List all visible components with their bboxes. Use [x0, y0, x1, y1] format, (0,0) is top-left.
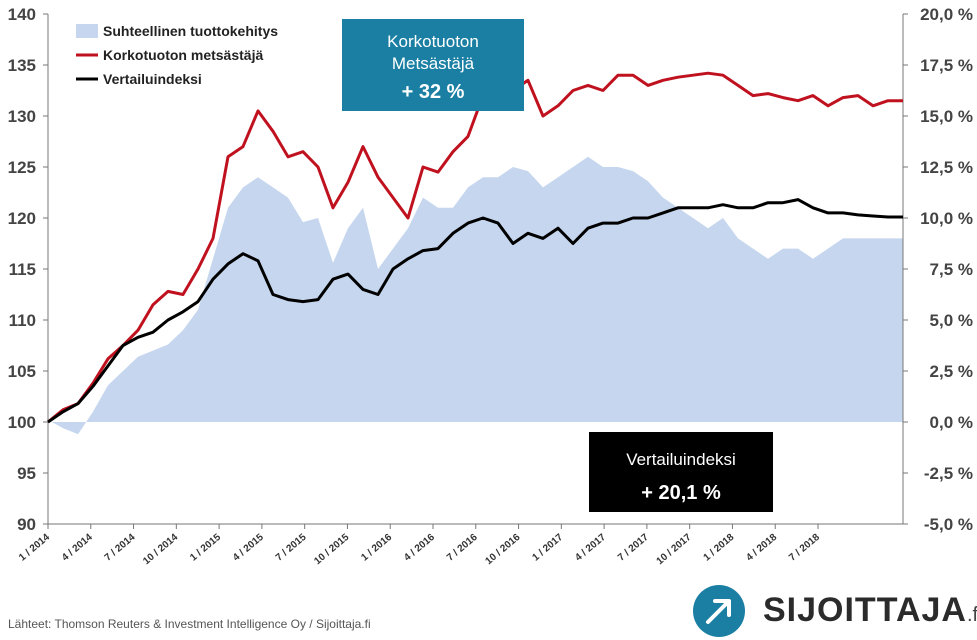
right-tick-label: 20,0 % — [920, 5, 973, 24]
fund-callout-value: + 32 % — [401, 81, 465, 103]
x-tick-label: 10 / 2014 — [141, 532, 180, 568]
left-tick-label: 100 — [8, 413, 36, 432]
fund-line — [47, 71, 903, 424]
right-tick-label: 12,5 % — [920, 158, 973, 177]
lines-layer — [47, 71, 903, 424]
brand-tld: .fi — [966, 604, 977, 626]
right-tick-label: 0,0 % — [930, 413, 973, 432]
right-tick-label: 10,0 % — [920, 209, 973, 228]
x-tick-label: 4 / 2014 — [60, 532, 95, 564]
x-tick-label: 7 / 2017 — [616, 532, 651, 564]
left-tick-label: 120 — [8, 209, 36, 228]
right-tick-label: -5,0 % — [924, 515, 973, 534]
right-tick-label: 5,0 % — [930, 311, 973, 330]
area-layer — [48, 156, 903, 435]
right-tick-label: 15,0 % — [920, 107, 973, 126]
x-tick-label: 4 / 2016 — [402, 532, 437, 564]
x-tick-label: 10 / 2017 — [655, 532, 694, 568]
left-tick-label: 110 — [9, 311, 36, 330]
x-tick-label: 7 / 2015 — [274, 532, 309, 564]
brand-text: SIJOITTAJA — [763, 591, 967, 629]
index-callout-line1: Vertailuindeksi — [626, 450, 736, 469]
brand-name: SIJOITTAJA.fi — [763, 591, 977, 630]
left-tick-label: 135 — [8, 56, 36, 75]
x-tick-label: 7 / 2016 — [445, 532, 480, 564]
left-tick-label: 105 — [8, 362, 36, 381]
fund-callout-line1: Korkotuoton — [387, 32, 479, 51]
fund-callout: Korkotuoton Metsästäjä + 32 % — [342, 19, 524, 111]
left-tick-label: 90 — [17, 515, 36, 534]
x-tick-label: 4 / 2015 — [231, 532, 266, 564]
right-tick-label: 7,5 % — [930, 260, 973, 279]
right-tick-label: 17,5 % — [920, 56, 973, 75]
fund-callout-line2: Metsästäjä — [391, 54, 475, 73]
brand-logo: SIJOITTAJA.fi — [693, 585, 977, 637]
x-tick-label: 1 / 2014 — [17, 532, 52, 564]
legend-label: Suhteellinen tuottokehitys — [103, 23, 278, 39]
x-tick-label: 4 / 2017 — [573, 532, 608, 564]
relative-return-area — [48, 156, 903, 435]
legend-label: Vertailuindeksi — [103, 71, 202, 87]
x-tick-label: 7 / 2018 — [787, 532, 822, 564]
source-note: Lähteet: Thomson Reuters & Investment In… — [8, 617, 371, 631]
left-tick-label: 140 — [8, 5, 36, 24]
index-line — [47, 198, 903, 424]
left-tick-label: 130 — [8, 107, 36, 126]
x-tick-label: 4 / 2018 — [744, 532, 779, 564]
left-tick-label: 115 — [9, 260, 36, 279]
arrow-up-right-icon — [693, 585, 745, 637]
index-callout: Vertailuindeksi + 20,1 % — [589, 432, 773, 512]
x-tick-label: 7 / 2014 — [103, 532, 138, 564]
right-tick-label: 2,5 % — [930, 362, 973, 381]
legend-label: Korkotuoton metsästäjä — [103, 47, 263, 63]
x-tick-label: 1 / 2015 — [188, 532, 223, 564]
legend: Suhteellinen tuottokehitys Korkotuoton me… — [76, 23, 278, 87]
x-tick-label: 1 / 2018 — [702, 532, 737, 564]
left-tick-label: 95 — [17, 464, 36, 483]
x-tick-label: 10 / 2015 — [312, 532, 351, 568]
legend-swatch-area — [76, 24, 98, 38]
right-tick-label: -2,5 % — [924, 464, 973, 483]
x-tick-label: 10 / 2016 — [483, 532, 522, 568]
index-callout-value: + 20,1 % — [641, 482, 721, 504]
x-tick-label: 1 / 2017 — [530, 532, 565, 564]
left-tick-label: 125 — [8, 158, 36, 177]
x-tick-label: 1 / 2016 — [359, 532, 394, 564]
